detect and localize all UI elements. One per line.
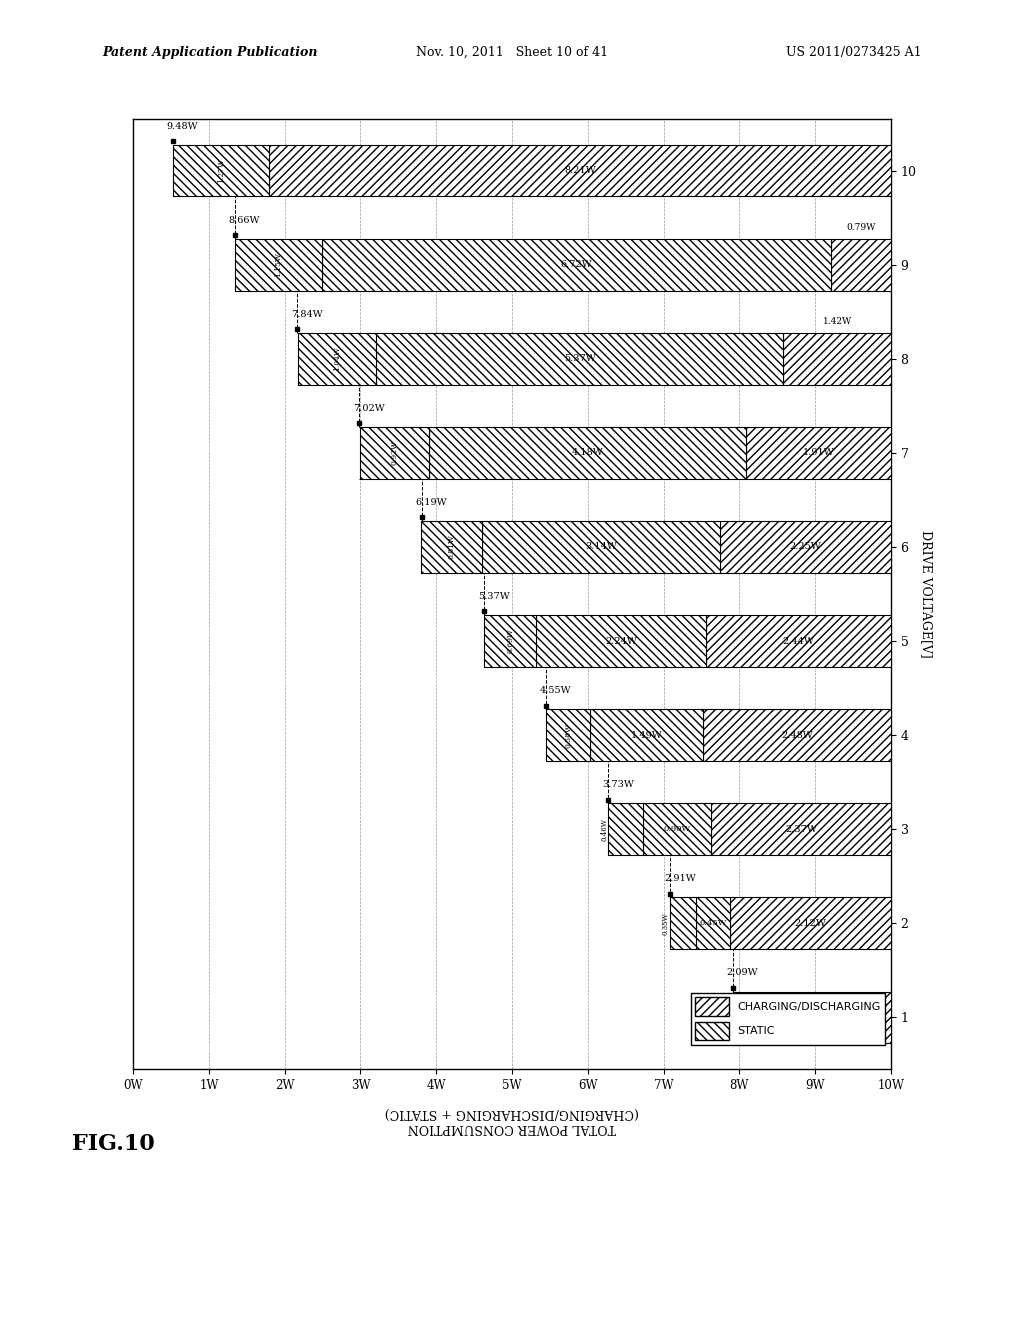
Text: 1.71W: 1.71W — [810, 1012, 842, 1022]
Text: US 2011/0273425 A1: US 2011/0273425 A1 — [786, 46, 922, 59]
Bar — [298, 333, 891, 384]
Text: 0.23W: 0.23W — [725, 1006, 732, 1028]
Text: 2.44W: 2.44W — [782, 636, 814, 645]
Bar — [172, 145, 268, 197]
Text: 0.46W: 0.46W — [600, 818, 608, 841]
Bar — [670, 898, 696, 949]
Bar — [377, 333, 783, 384]
Text: 5.37W: 5.37W — [564, 354, 596, 363]
Bar — [359, 426, 429, 479]
Text: 6.72W: 6.72W — [560, 260, 592, 269]
Text: 4.55W: 4.55W — [540, 686, 571, 696]
Bar — [721, 521, 891, 573]
Text: Nov. 10, 2011   Sheet 10 of 41: Nov. 10, 2011 Sheet 10 of 41 — [416, 46, 608, 59]
Bar — [268, 145, 891, 197]
Bar — [298, 333, 377, 384]
Text: 2.09W: 2.09W — [726, 969, 758, 977]
X-axis label: TOTAL POWER CONSUMPTION
(CHARGING/DISCHARGING + STATIC): TOTAL POWER CONSUMPTION (CHARGING/DISCHA… — [385, 1106, 639, 1134]
Bar — [608, 804, 891, 855]
Text: 8.66W: 8.66W — [228, 215, 260, 224]
Bar — [234, 239, 891, 290]
Text: 0.90W: 0.90W — [664, 825, 691, 833]
Text: 0.79W: 0.79W — [846, 223, 876, 232]
Bar — [484, 615, 891, 667]
Text: 2.48W: 2.48W — [781, 731, 813, 739]
Bar — [831, 239, 891, 290]
Bar — [537, 615, 706, 667]
Text: Patent Application Publication: Patent Application Publication — [102, 46, 317, 59]
Bar — [702, 709, 891, 762]
Legend: CHARGING/DISCHARGING, STATIC: CHARGING/DISCHARGING, STATIC — [691, 993, 886, 1044]
Bar — [783, 333, 891, 384]
Bar — [484, 615, 537, 667]
Bar — [670, 898, 891, 949]
Text: 4.18W: 4.18W — [571, 449, 604, 457]
Text: 6.19W: 6.19W — [416, 498, 447, 507]
Bar — [696, 898, 730, 949]
Text: FIG.10: FIG.10 — [72, 1133, 155, 1155]
Bar — [546, 709, 590, 762]
Bar — [421, 521, 482, 573]
Text: 2.91W: 2.91W — [665, 874, 696, 883]
Bar — [429, 426, 746, 479]
Text: 2.24W: 2.24W — [605, 636, 637, 645]
Y-axis label: DRIVE VOLTAGE[V]: DRIVE VOLTAGE[V] — [921, 531, 933, 657]
Bar — [172, 145, 891, 197]
Bar — [706, 615, 891, 667]
Bar — [421, 521, 891, 573]
Text: 3.14W: 3.14W — [586, 543, 617, 552]
Bar — [482, 521, 721, 573]
Bar — [643, 804, 712, 855]
Bar — [322, 239, 831, 290]
Bar — [712, 804, 891, 855]
Bar — [750, 991, 761, 1043]
Text: 7.84W: 7.84W — [291, 310, 323, 318]
Bar — [732, 991, 891, 1043]
Text: 1.27W: 1.27W — [217, 158, 224, 183]
Text: 0.58W: 0.58W — [564, 723, 572, 747]
Text: 2.37W: 2.37W — [785, 825, 817, 834]
Text: 3.73W: 3.73W — [602, 780, 634, 789]
Text: 2.25W: 2.25W — [790, 543, 821, 552]
Bar — [359, 426, 891, 479]
Bar — [732, 991, 750, 1043]
Text: 5.37W: 5.37W — [478, 593, 510, 601]
Text: 8.21W: 8.21W — [564, 166, 596, 176]
Bar — [590, 709, 702, 762]
Bar — [730, 898, 891, 949]
Text: 0.81W: 0.81W — [447, 535, 456, 560]
Bar — [746, 426, 891, 479]
Bar — [546, 709, 891, 762]
Text: 0.35W: 0.35W — [662, 912, 670, 935]
Bar — [761, 991, 891, 1043]
Text: 0.45W: 0.45W — [699, 919, 727, 928]
Bar — [234, 239, 322, 290]
Text: 7.02W: 7.02W — [353, 404, 385, 413]
Text: 0.92W: 0.92W — [390, 441, 398, 465]
Text: 1.42W: 1.42W — [822, 317, 852, 326]
Text: 1.15W: 1.15W — [274, 252, 283, 277]
Bar — [608, 804, 643, 855]
Text: 2.12W: 2.12W — [795, 919, 826, 928]
Text: 1.04W: 1.04W — [333, 346, 341, 371]
Text: 0.69W: 0.69W — [506, 628, 514, 653]
Text: 9.48W: 9.48W — [167, 121, 198, 131]
Text: 1.49W: 1.49W — [631, 731, 663, 739]
Text: 1.91W: 1.91W — [803, 449, 835, 457]
